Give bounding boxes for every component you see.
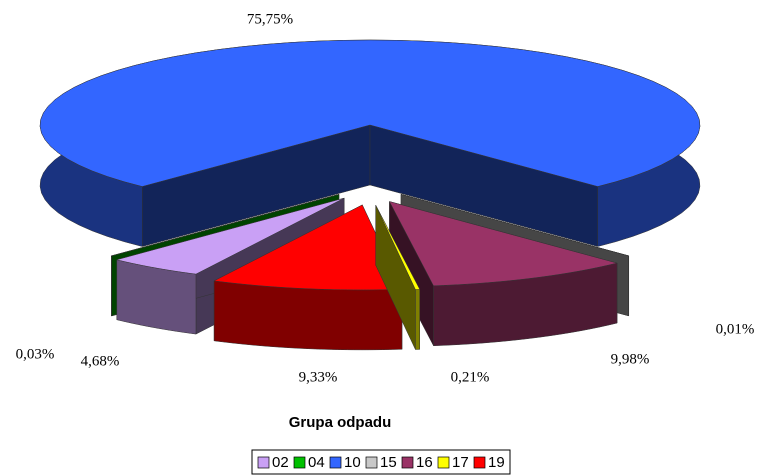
data-label: 4,68% — [81, 353, 120, 369]
slice-side — [415, 289, 420, 350]
legend-label: 16 — [416, 454, 433, 471]
data-label: 0,01% — [716, 321, 755, 337]
slice — [110, 194, 340, 257]
data-label: 9,98% — [611, 351, 650, 367]
data-label: 0,21% — [451, 369, 490, 385]
chart-title: Grupa odpadu — [289, 414, 392, 431]
legend-label: 02 — [272, 454, 289, 471]
data-label: 75,75% — [247, 11, 293, 27]
slice — [213, 204, 403, 351]
slice — [375, 205, 421, 290]
data-label: 0,03% — [16, 346, 55, 362]
slice-side — [213, 280, 403, 351]
legend-swatch — [293, 456, 306, 469]
legend-label: 19 — [488, 454, 505, 471]
legend-swatch — [401, 456, 414, 469]
legend-swatch — [365, 456, 378, 469]
slice — [400, 194, 630, 257]
legend-swatch — [329, 456, 342, 469]
data-label: 9,33% — [299, 369, 338, 385]
legend-label: 15 — [380, 454, 397, 471]
legend-label: 04 — [308, 454, 325, 471]
legend-label: 17 — [452, 454, 469, 471]
slice — [39, 39, 701, 187]
slice — [39, 39, 701, 247]
slice — [116, 197, 345, 275]
legend-swatch — [473, 456, 486, 469]
legend-label: 10 — [344, 454, 361, 471]
slice — [388, 201, 618, 287]
legend-swatch — [257, 456, 270, 469]
slice — [375, 205, 421, 350]
legend-swatch — [437, 456, 450, 469]
slice — [213, 204, 403, 291]
